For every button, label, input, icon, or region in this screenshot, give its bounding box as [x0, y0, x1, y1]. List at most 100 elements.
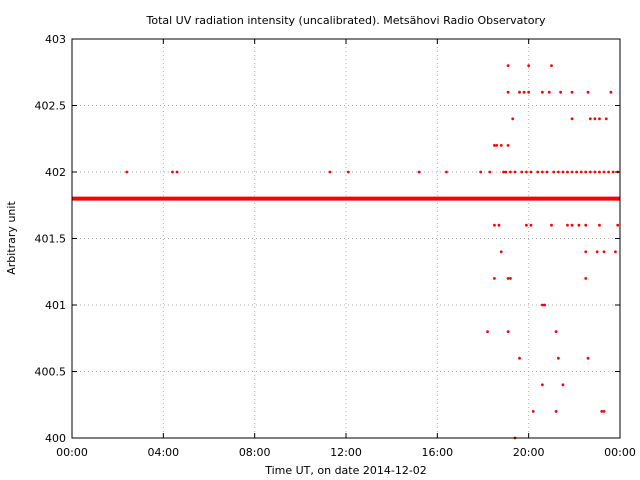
data-point	[561, 383, 565, 387]
data-point	[536, 170, 540, 174]
y-tick-label: 401.5	[35, 233, 67, 246]
data-point	[584, 250, 588, 254]
data-point	[531, 410, 535, 413]
data-point	[556, 170, 560, 174]
data-point	[598, 170, 601, 174]
x-tick-label: 12:00	[330, 446, 362, 459]
data-point	[522, 90, 526, 94]
data-point	[527, 64, 531, 67]
x-tick-label: 16:00	[421, 446, 453, 459]
data-point	[499, 250, 503, 254]
data-point	[479, 170, 483, 174]
data-point	[540, 303, 544, 307]
data-point	[584, 170, 588, 174]
data-point	[575, 170, 579, 174]
data-point	[527, 90, 531, 94]
data-point	[593, 170, 597, 174]
data-point	[600, 410, 604, 413]
x-tick-label: 00:00	[604, 446, 636, 459]
data-point	[616, 223, 620, 227]
data-point	[570, 223, 574, 227]
y-tick-label: 403	[45, 33, 66, 46]
data-point	[554, 330, 558, 333]
data-point	[550, 64, 553, 67]
data-point	[561, 170, 565, 174]
data-point	[493, 277, 496, 280]
data-point	[529, 223, 533, 227]
data-point	[609, 90, 613, 94]
data-point	[556, 356, 560, 360]
data-point	[506, 277, 510, 280]
data-point	[502, 170, 505, 174]
data-point	[488, 170, 492, 174]
data-point	[570, 170, 574, 174]
data-point	[518, 90, 521, 94]
data-point	[540, 383, 544, 387]
data-point	[554, 410, 558, 413]
data-point	[598, 117, 601, 121]
data-point	[504, 170, 508, 174]
data-point	[614, 250, 617, 254]
data-point	[547, 90, 551, 94]
grid	[72, 39, 620, 438]
data-point	[125, 170, 129, 174]
data-point	[577, 223, 581, 227]
data-point	[506, 330, 510, 333]
y-tick-label: 400.5	[35, 366, 67, 379]
data-point	[598, 223, 601, 227]
x-tick-label: 20:00	[513, 446, 545, 459]
data-point	[497, 223, 501, 227]
data-point	[584, 223, 588, 227]
data-point	[486, 330, 489, 333]
data-point	[604, 117, 608, 121]
data-point	[524, 170, 528, 174]
data-point	[588, 170, 592, 174]
data-point	[566, 170, 569, 174]
data-point	[506, 64, 510, 67]
data-layer	[72, 64, 620, 440]
data-point	[540, 90, 544, 94]
data-point	[520, 170, 524, 174]
data-point	[524, 223, 528, 227]
data-point	[506, 144, 510, 147]
data-point	[509, 277, 512, 280]
data-point	[559, 90, 563, 94]
data-point	[579, 170, 583, 174]
data-point	[607, 170, 610, 174]
data-point	[586, 90, 590, 94]
data-point	[445, 170, 448, 174]
data-point	[545, 170, 549, 174]
data-point	[586, 356, 590, 360]
data-point	[175, 170, 179, 174]
data-point	[518, 356, 521, 360]
y-tick-label: 400	[45, 432, 66, 445]
data-point	[493, 144, 496, 147]
data-point	[513, 170, 517, 174]
data-point	[566, 223, 569, 227]
x-axis-label: Time UT, on date 2014-12-02	[264, 464, 427, 477]
data-point	[570, 117, 574, 121]
data-point	[417, 170, 421, 174]
data-point	[328, 170, 332, 174]
y-axis-label: Arbitrary unit	[5, 201, 18, 275]
data-point	[588, 117, 592, 121]
x-tick-label: 08:00	[239, 446, 271, 459]
data-point	[570, 90, 574, 94]
y-tick-label: 401	[45, 299, 66, 312]
data-point	[602, 410, 606, 413]
data-point	[595, 250, 599, 254]
data-point	[602, 170, 606, 174]
data-point	[495, 144, 499, 147]
data-point	[584, 277, 588, 280]
data-point	[602, 250, 606, 254]
data-point	[529, 170, 533, 174]
data-point	[171, 170, 174, 174]
data-point	[593, 117, 597, 121]
data-point	[509, 170, 512, 174]
data-point	[540, 170, 544, 174]
data-point	[611, 170, 615, 174]
x-tick-label: 04:00	[147, 446, 179, 459]
y-tick-label: 402.5	[35, 100, 67, 113]
data-point	[499, 144, 503, 147]
